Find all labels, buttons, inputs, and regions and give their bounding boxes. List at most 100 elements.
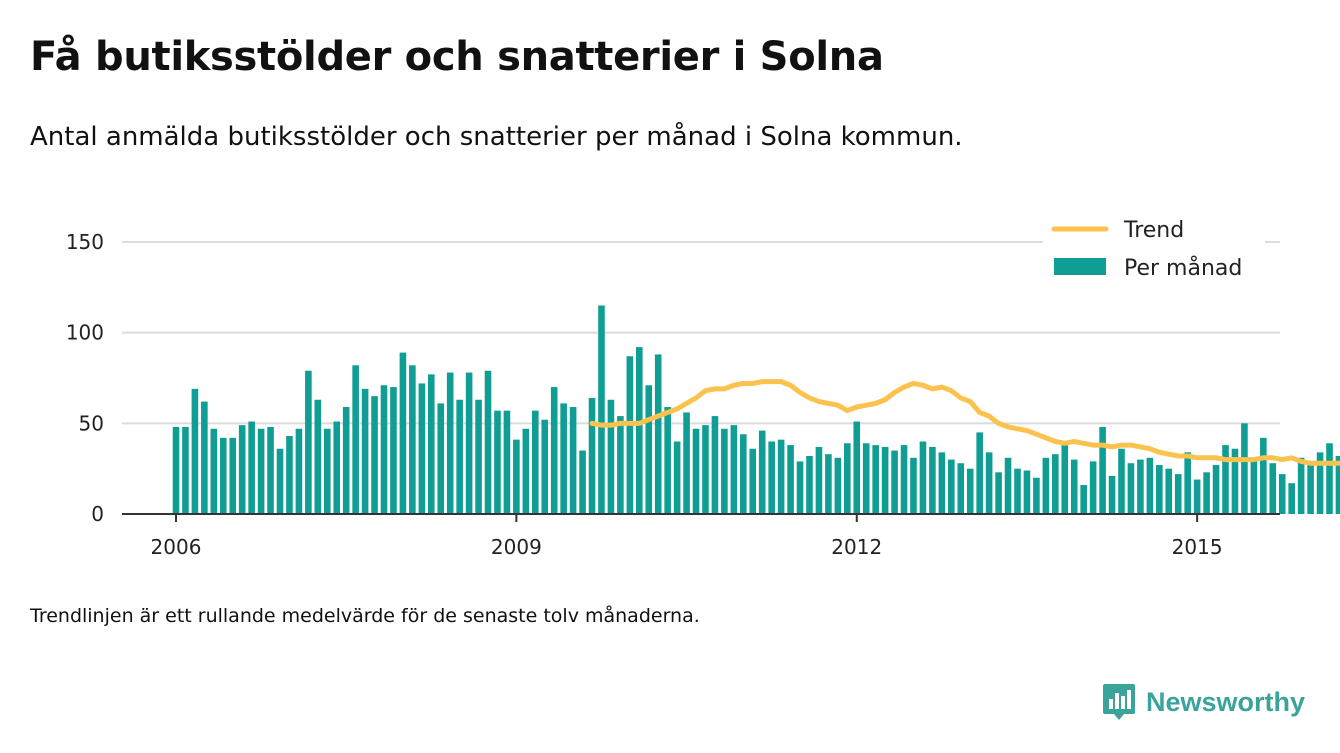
y-tick-label: 100 bbox=[66, 321, 104, 345]
bar bbox=[711, 416, 719, 514]
bar bbox=[1108, 475, 1116, 514]
bar bbox=[201, 401, 208, 514]
bar bbox=[569, 407, 577, 514]
bar bbox=[957, 463, 965, 514]
y-axis-labels: 0 50 100 150 bbox=[66, 230, 104, 526]
bar bbox=[1288, 483, 1295, 514]
bar bbox=[257, 428, 265, 514]
bar bbox=[702, 425, 709, 514]
footnote: Trendlinjen är ett rullande medelvärde f… bbox=[30, 605, 700, 627]
bar bbox=[494, 410, 501, 514]
bar bbox=[966, 468, 974, 514]
y-tick-label: 150 bbox=[66, 230, 104, 254]
bar bbox=[664, 407, 671, 514]
bar bbox=[229, 437, 237, 514]
bar bbox=[513, 439, 520, 514]
bar bbox=[323, 428, 331, 514]
bar bbox=[834, 457, 842, 514]
bar bbox=[891, 450, 898, 514]
bar bbox=[626, 356, 634, 514]
bar bbox=[825, 454, 832, 514]
bar bbox=[550, 387, 558, 514]
bar bbox=[588, 397, 596, 514]
bar bbox=[503, 410, 511, 514]
bar bbox=[286, 436, 293, 514]
bar-chart-badge-icon bbox=[1103, 684, 1135, 720]
bar bbox=[692, 428, 700, 514]
bar bbox=[844, 443, 851, 514]
bar bbox=[1326, 443, 1333, 514]
bar bbox=[910, 457, 917, 514]
bar bbox=[900, 445, 908, 514]
legend-trend-label: Trend bbox=[1123, 218, 1184, 243]
bar bbox=[238, 425, 246, 514]
bar bbox=[1146, 457, 1154, 514]
legend-bars-label: Per månad bbox=[1124, 255, 1242, 281]
bar bbox=[361, 388, 369, 514]
legend-bars-swatch bbox=[1054, 258, 1106, 275]
bar bbox=[371, 396, 378, 514]
bar bbox=[191, 388, 199, 514]
bar bbox=[522, 428, 530, 514]
bar bbox=[654, 354, 662, 514]
bar bbox=[172, 426, 180, 514]
bar bbox=[777, 439, 785, 514]
bar bbox=[768, 441, 775, 514]
bar bbox=[342, 407, 350, 514]
bar bbox=[418, 383, 426, 514]
brand-logo: Newsworthy bbox=[1102, 682, 1305, 722]
bar bbox=[806, 455, 813, 514]
bar bbox=[1004, 457, 1012, 514]
bar bbox=[1278, 474, 1286, 514]
bar bbox=[872, 445, 879, 514]
trend-line bbox=[589, 379, 1340, 466]
brand-name: Newsworthy bbox=[1146, 686, 1306, 717]
bar bbox=[1212, 465, 1220, 514]
bar bbox=[1052, 454, 1059, 514]
bar bbox=[333, 421, 341, 514]
bar bbox=[1033, 477, 1040, 514]
bar bbox=[758, 430, 766, 514]
bars-per-month bbox=[172, 305, 1340, 514]
bar bbox=[465, 372, 473, 514]
bar bbox=[796, 461, 804, 514]
bar bbox=[1127, 463, 1135, 514]
bar bbox=[541, 419, 549, 514]
bar bbox=[1241, 423, 1248, 514]
bar bbox=[352, 365, 359, 514]
bar bbox=[645, 385, 653, 514]
bar bbox=[881, 446, 889, 514]
x-tick-label: 2009 bbox=[491, 535, 542, 559]
bar bbox=[1174, 474, 1182, 514]
bar bbox=[579, 450, 586, 514]
bar bbox=[427, 374, 435, 514]
bar bbox=[1316, 452, 1324, 514]
bar bbox=[446, 372, 454, 514]
bar bbox=[1165, 468, 1173, 514]
bar bbox=[1070, 459, 1078, 514]
bar bbox=[1014, 468, 1021, 514]
bar bbox=[607, 399, 615, 514]
bar bbox=[1203, 472, 1210, 514]
y-tick-label: 0 bbox=[91, 502, 104, 526]
bar bbox=[1156, 465, 1163, 514]
bar bbox=[995, 472, 1002, 514]
bar bbox=[305, 370, 312, 514]
bar bbox=[475, 399, 482, 514]
trend-line-group bbox=[589, 379, 1340, 466]
x-tick-label: 2015 bbox=[1172, 535, 1223, 559]
bar bbox=[617, 416, 624, 514]
bar bbox=[484, 370, 492, 514]
bar bbox=[1222, 445, 1229, 514]
x-tick-label: 2012 bbox=[831, 535, 882, 559]
chart-subtitle: Antal anmälda butiksstölder och snatteri… bbox=[30, 122, 963, 152]
bar bbox=[1089, 461, 1097, 514]
bar bbox=[1099, 426, 1106, 514]
bar bbox=[1250, 457, 1258, 514]
bar bbox=[948, 459, 955, 514]
bar bbox=[683, 412, 690, 514]
bar bbox=[853, 421, 861, 514]
bar bbox=[730, 425, 738, 514]
bar bbox=[267, 426, 274, 514]
bar bbox=[560, 403, 567, 514]
